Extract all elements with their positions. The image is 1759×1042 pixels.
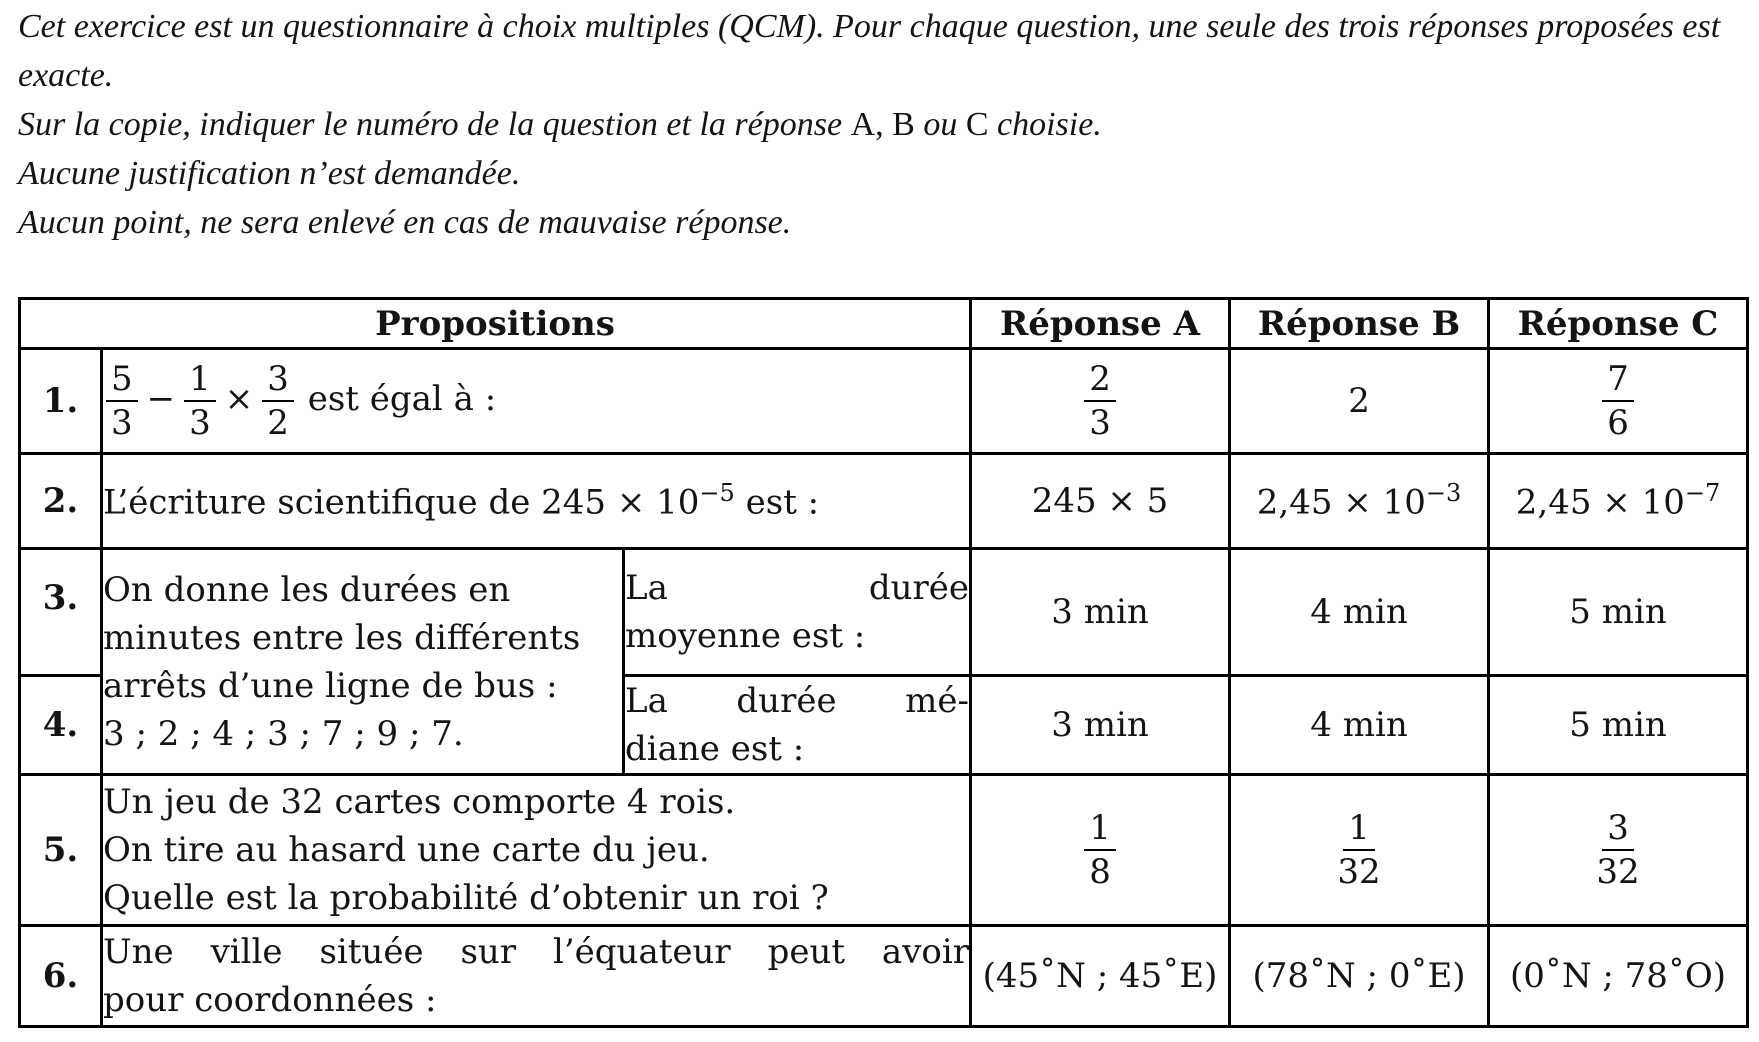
question-row-2: 2. L’écriture scientifique de 245 × 10−5… [18,452,1750,550]
question-row-6: 6. Une ville située sur l’équateur peut … [18,924,1750,1028]
times-sign: × [224,379,254,419]
question-number-4: 4. [18,674,103,776]
instruction-line-2-text: Sur la copie, indiquer le numéro de la q… [18,106,843,143]
question-number-3: 3. [18,547,103,677]
header-reponse-a: Réponse A [969,297,1232,350]
instruction-line-3: Aucune justification n’est demandée. [18,155,521,192]
question-row-4: 4. La durée mé- diane est : 3 min 4 min … [18,674,1750,776]
answer-5c: 3 32 [1487,773,1750,927]
question-text-5: Un jeu de 32 cartes comporte 4 rois. On … [99,773,973,927]
minus-sign: − [146,379,176,419]
answer-6b: (78˚N ; 0˚E) [1228,924,1491,1028]
answer-3a: 3 min [969,547,1232,677]
instruction-line-1: Cet exercice est un questionnaire à choi… [18,8,1721,94]
instructions: Cet exercice est un questionnaire à choi… [18,2,1758,247]
answer-5b: 1 32 [1228,773,1491,927]
answer-3c: 5 min [1487,547,1750,677]
instruction-line-4: Aucun point, ne sera enlevé en cas de ma… [18,204,792,241]
instruction-line-2: Sur la copie, indiquer le numéro de la q… [18,100,1758,149]
option-a-label: A, [850,106,884,143]
question-number-1: 1. [18,347,103,455]
option-b-label: B [892,106,915,143]
answer-4a: 3 min [969,674,1232,776]
answer-2b: 2,45 × 10−3 [1228,452,1491,550]
question-text-2: L’écriture scientifique de 245 × 10−5 es… [99,452,973,550]
question-text-6: Une ville située sur l’équateur peut avo… [99,924,973,1028]
question-number-6: 6. [18,924,103,1028]
answer-3b: 4 min [1228,547,1491,677]
header-propositions: Propositions [17,297,973,350]
question-text-3: La durée moyenne est : [621,547,973,677]
answer-2c: 2,45 × 10−7 [1487,452,1750,550]
question-tail: est égal à : [307,379,497,419]
question-text-4: La durée mé- diane est : [621,674,973,776]
instruction-line-2-end: choisie. [997,106,1102,143]
answer-6c: (0˚N ; 78˚O) [1487,924,1750,1028]
header-reponse-b: Réponse B [1228,297,1491,350]
question-row-5: 5. Un jeu de 32 cartes comporte 4 rois. … [18,773,1750,927]
question-number-5: 5. [18,773,103,927]
header-row: Propositions Réponse A Réponse B Réponse… [17,297,1750,350]
question-text-1: 5 3−1 3 × 3 2 est égal à : [99,347,973,455]
header-reponse-c: Réponse C [1487,297,1750,350]
answer-1b: 2 [1228,347,1491,455]
answer-2a: 245 × 5 [969,452,1232,550]
answer-4c: 5 min [1487,674,1750,776]
shared-description-3-4: On donne les durées en minutes entre les… [100,547,625,776]
option-c-label: C [965,106,989,143]
answer-4b: 4 min [1228,674,1491,776]
question-number-2: 2. [18,452,103,550]
instruction-or: ou [923,106,958,143]
qcm-table: Propositions Réponse A Réponse B Réponse… [17,297,1750,1028]
question-row-3: 3. On donne les durées en minutes entre … [18,547,1750,776]
answer-6a: (45˚N ; 45˚E) [969,924,1232,1028]
